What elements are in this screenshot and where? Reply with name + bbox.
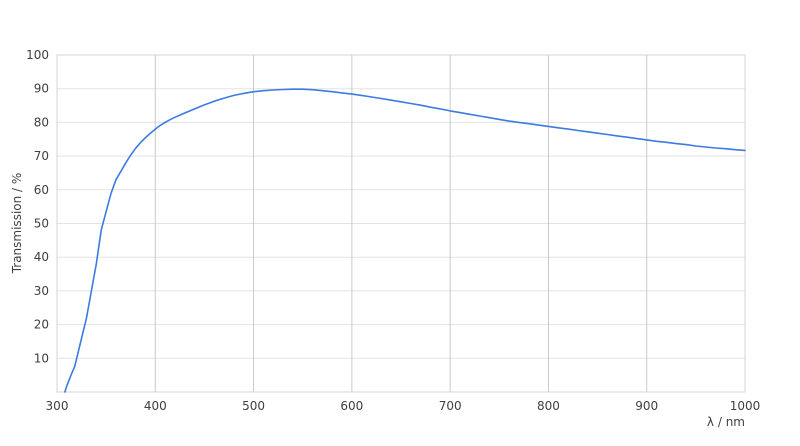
transmission-curve	[64, 88, 746, 393]
x-axis-title: λ / nm	[706, 415, 745, 429]
y-tick-label: 90	[34, 82, 49, 96]
x-tick-label: 1000	[730, 399, 761, 413]
x-tick-label: 700	[439, 399, 462, 413]
x-tick-label: 800	[537, 399, 560, 413]
x-tick-label: 900	[635, 399, 658, 413]
x-tick-label: 600	[340, 399, 363, 413]
y-tick-label: 20	[34, 318, 49, 332]
y-axis-title: Transmission / %	[10, 172, 24, 274]
x-tick-label: 500	[242, 399, 265, 413]
y-tick-label: 10	[34, 351, 49, 365]
y-tick-label: 100	[26, 48, 49, 62]
y-tick-label: 30	[34, 284, 49, 298]
y-tick-label: 80	[34, 115, 49, 129]
y-tick-label: 70	[34, 149, 49, 163]
y-tick-label: 60	[34, 183, 49, 197]
y-tick-label: 50	[34, 217, 49, 231]
plot-frame	[56, 54, 746, 393]
x-tick-label: 400	[144, 399, 167, 413]
x-tick-label: 300	[46, 399, 69, 413]
y-tick-label: 40	[34, 250, 49, 264]
